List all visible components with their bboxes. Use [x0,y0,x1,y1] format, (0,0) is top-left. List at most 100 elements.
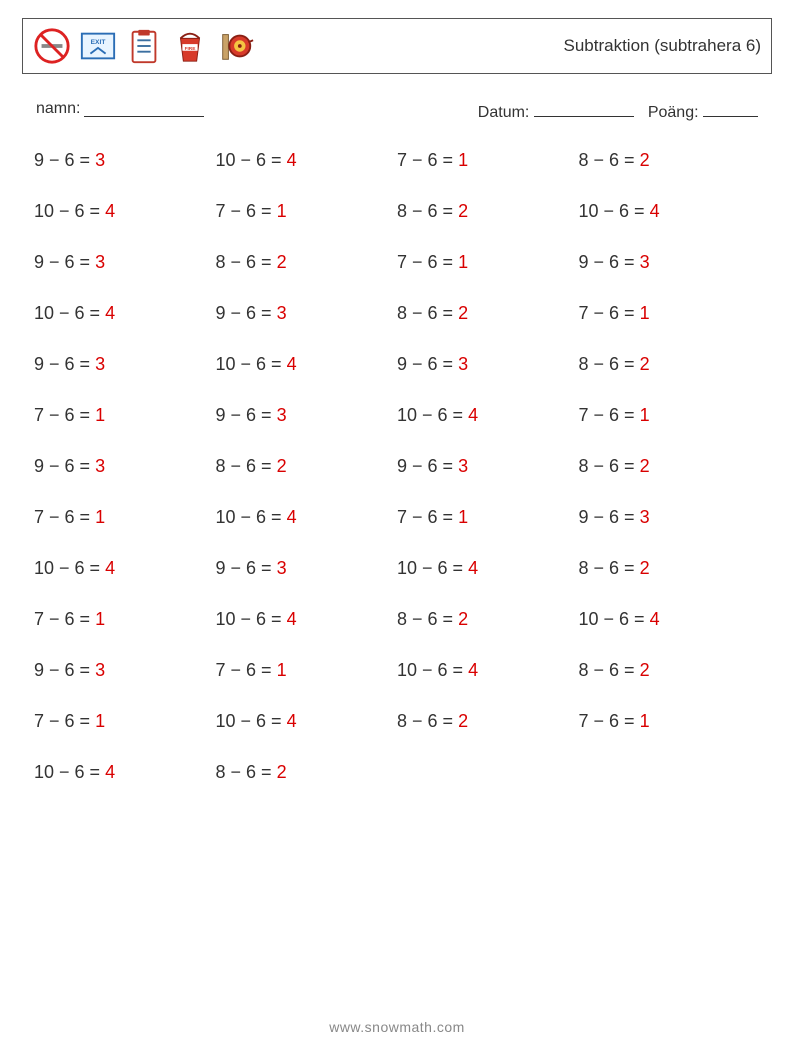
name-blank[interactable] [84,100,204,117]
problem-expression: 8 − 6 = [397,711,458,731]
problem-answer: 4 [287,711,297,731]
date-label: Datum: [478,104,530,121]
problem-cell: 10 − 6 = 4 [216,609,398,630]
svg-text:FIRE: FIRE [185,46,196,52]
problem-answer: 2 [640,150,650,170]
problem-cell: 7 − 6 = 1 [34,711,216,732]
problem-answer: 1 [640,711,650,731]
problem-expression: 8 − 6 = [579,456,640,476]
problem-expression: 7 − 6 = [216,660,277,680]
worksheet-title: Subtraktion (subtrahera 6) [564,36,762,56]
problem-answer: 4 [105,558,115,578]
exit-sign-icon: EXIT [79,27,117,65]
problem-answer: 3 [277,405,287,425]
problem-answer: 4 [468,660,478,680]
problem-answer: 1 [458,507,468,527]
problem-answer: 2 [277,456,287,476]
problem-expression: 7 − 6 = [579,405,640,425]
problem-answer: 1 [640,303,650,323]
problem-cell: 9 − 6 = 3 [216,303,398,324]
problem-expression: 9 − 6 = [34,354,95,374]
problem-expression: 10 − 6 = [216,609,287,629]
problem-expression: 9 − 6 = [397,456,458,476]
problem-answer: 4 [287,150,297,170]
problem-answer: 4 [105,303,115,323]
problem-answer: 1 [277,201,287,221]
problem-cell: 8 − 6 = 2 [397,201,579,222]
problem-expression: 9 − 6 = [397,354,458,374]
problem-answer: 2 [640,354,650,374]
problem-expression: 8 − 6 = [216,252,277,272]
problem-expression: 10 − 6 = [34,303,105,323]
problem-expression: 8 − 6 = [216,762,277,782]
problem-answer: 1 [95,507,105,527]
problem-cell: 10 − 6 = 4 [216,507,398,528]
problem-expression: 7 − 6 = [34,711,95,731]
problem-cell: 10 − 6 = 4 [216,354,398,375]
problem-cell: 10 − 6 = 4 [579,201,761,222]
problem-cell: 7 − 6 = 1 [216,201,398,222]
problem-expression: 8 − 6 = [579,354,640,374]
problem-expression: 8 − 6 = [579,558,640,578]
footer-link[interactable]: www.snowmath.com [0,1019,794,1035]
problem-answer: 2 [277,252,287,272]
problem-expression: 7 − 6 = [216,201,277,221]
svg-text:EXIT: EXIT [91,39,106,46]
problem-cell: 8 − 6 = 2 [216,456,398,477]
info-row: namn: Datum: Poäng: [36,100,758,122]
problem-cell: 9 − 6 = 3 [216,558,398,579]
date-group: Datum: [478,100,634,122]
problem-answer: 2 [458,303,468,323]
problem-expression: 9 − 6 = [34,660,95,680]
problem-cell: 10 − 6 = 4 [34,762,216,783]
problem-cell: 7 − 6 = 1 [397,252,579,273]
problem-answer: 3 [640,507,650,527]
problem-answer: 1 [95,405,105,425]
problem-cell: 9 − 6 = 3 [579,507,761,528]
problem-answer: 4 [468,558,478,578]
fire-hose-icon [217,27,255,65]
problem-answer: 3 [95,252,105,272]
problem-expression: 10 − 6 = [397,660,468,680]
score-blank[interactable] [703,100,758,117]
problem-answer: 2 [458,609,468,629]
problem-cell: 9 − 6 = 3 [34,354,216,375]
problem-expression: 10 − 6 = [397,558,468,578]
problem-expression: 10 − 6 = [216,354,287,374]
problem-cell: 7 − 6 = 1 [397,150,579,171]
problem-answer: 3 [640,252,650,272]
problem-cell: 7 − 6 = 1 [397,507,579,528]
problem-expression: 9 − 6 = [34,150,95,170]
score-group: Poäng: [648,100,758,122]
problem-expression: 8 − 6 = [397,201,458,221]
problem-expression: 9 − 6 = [579,252,640,272]
problem-cell: 8 − 6 = 2 [579,660,761,681]
problem-expression: 10 − 6 = [397,405,468,425]
problem-expression: 9 − 6 = [34,456,95,476]
date-blank[interactable] [534,100,634,117]
problem-cell: 7 − 6 = 1 [579,711,761,732]
problem-expression: 9 − 6 = [579,507,640,527]
problem-cell: 8 − 6 = 2 [397,711,579,732]
problem-expression: 9 − 6 = [34,252,95,272]
problem-answer: 4 [287,354,297,374]
problem-cell: 8 − 6 = 2 [216,762,398,783]
problem-answer: 4 [287,609,297,629]
problem-answer: 3 [95,150,105,170]
problem-answer: 2 [458,711,468,731]
date-score-group: Datum: Poäng: [478,100,758,122]
problem-answer: 2 [458,201,468,221]
score-label: Poäng: [648,104,699,121]
problem-answer: 3 [95,456,105,476]
problem-cell: 7 − 6 = 1 [34,609,216,630]
problem-expression: 10 − 6 = [34,762,105,782]
name-label: namn: [36,100,80,122]
problem-cell: 10 − 6 = 4 [34,303,216,324]
name-field-group: namn: [36,100,204,122]
problem-expression: 7 − 6 = [397,507,458,527]
problem-expression: 10 − 6 = [216,150,287,170]
problem-expression: 8 − 6 = [579,660,640,680]
problem-cell: 8 − 6 = 2 [397,303,579,324]
problem-expression: 7 − 6 = [579,711,640,731]
problem-answer: 1 [277,660,287,680]
